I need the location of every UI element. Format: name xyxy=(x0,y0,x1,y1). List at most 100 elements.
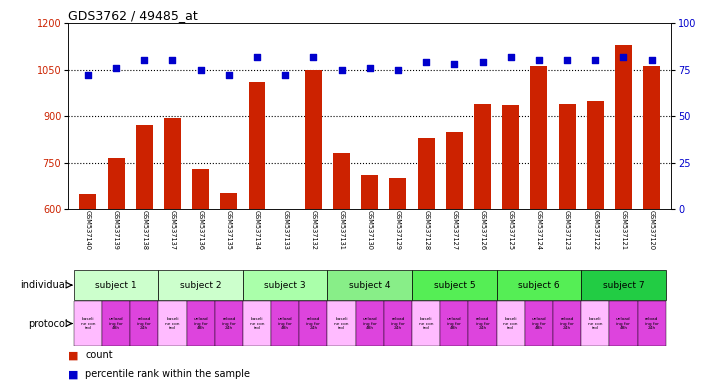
Text: reload
ing for
24h: reload ing for 24h xyxy=(391,317,405,330)
Text: unload
ing for
48h: unload ing for 48h xyxy=(193,317,208,330)
Bar xyxy=(446,132,463,209)
Point xyxy=(251,53,263,60)
Text: subject 5: subject 5 xyxy=(434,281,475,290)
Text: subject 6: subject 6 xyxy=(518,281,560,290)
Text: GSM537137: GSM537137 xyxy=(169,210,175,250)
Bar xyxy=(243,270,327,300)
Point xyxy=(561,57,573,63)
Bar xyxy=(299,301,327,346)
Bar xyxy=(389,178,406,209)
Bar xyxy=(531,66,547,209)
Text: baseli
ne con
trol: baseli ne con trol xyxy=(80,317,95,330)
Bar xyxy=(355,301,384,346)
Bar xyxy=(136,126,153,209)
Bar xyxy=(474,104,491,209)
Point xyxy=(449,61,460,67)
Text: GSM537134: GSM537134 xyxy=(254,210,260,250)
Text: unload
ing for
48h: unload ing for 48h xyxy=(447,317,462,330)
Text: reload
ing for
24h: reload ing for 24h xyxy=(475,317,490,330)
Point xyxy=(617,53,629,60)
Point xyxy=(307,53,319,60)
Bar xyxy=(159,270,243,300)
Point xyxy=(505,53,516,60)
Text: GSM537135: GSM537135 xyxy=(226,210,232,250)
Bar xyxy=(215,301,243,346)
Text: GDS3762 / 49485_at: GDS3762 / 49485_at xyxy=(68,9,198,22)
Bar xyxy=(553,301,581,346)
Text: GSM537130: GSM537130 xyxy=(367,210,373,250)
Bar xyxy=(497,270,581,300)
Text: baseli
ne con
trol: baseli ne con trol xyxy=(503,317,518,330)
Text: individual: individual xyxy=(20,280,67,290)
Text: GSM537120: GSM537120 xyxy=(648,210,655,251)
Text: reload
ing for
24h: reload ing for 24h xyxy=(222,317,236,330)
Text: ■: ■ xyxy=(68,369,79,379)
Text: baseli
ne con
trol: baseli ne con trol xyxy=(419,317,434,330)
Bar xyxy=(497,301,525,346)
Text: baseli
ne con
trol: baseli ne con trol xyxy=(588,317,602,330)
Bar xyxy=(412,270,497,300)
Text: subject 1: subject 1 xyxy=(95,281,137,290)
Bar xyxy=(327,270,412,300)
Point xyxy=(111,65,122,71)
Bar xyxy=(243,301,271,346)
Bar xyxy=(164,118,181,209)
Text: GSM537121: GSM537121 xyxy=(620,210,626,250)
Text: count: count xyxy=(85,350,113,360)
Bar xyxy=(248,82,266,209)
Bar xyxy=(581,270,666,300)
Point xyxy=(646,57,658,63)
Text: unload
ing for
48h: unload ing for 48h xyxy=(616,317,630,330)
Text: baseli
ne con
trol: baseli ne con trol xyxy=(165,317,180,330)
Text: GSM537131: GSM537131 xyxy=(339,210,345,250)
Text: subject 2: subject 2 xyxy=(180,281,221,290)
Point xyxy=(392,66,404,73)
Bar xyxy=(615,45,632,209)
Bar xyxy=(220,193,238,209)
Text: baseli
ne con
trol: baseli ne con trol xyxy=(250,317,264,330)
Text: GSM537138: GSM537138 xyxy=(141,210,147,250)
Point xyxy=(477,59,488,65)
Bar xyxy=(305,70,322,209)
Bar xyxy=(587,101,604,209)
Bar xyxy=(102,301,130,346)
Text: GSM537126: GSM537126 xyxy=(480,210,485,251)
Text: GSM537128: GSM537128 xyxy=(423,210,429,251)
Text: GSM537139: GSM537139 xyxy=(113,210,119,250)
Bar xyxy=(276,209,294,210)
Text: ■: ■ xyxy=(68,350,79,360)
Text: GSM537136: GSM537136 xyxy=(197,210,204,250)
Text: GSM537133: GSM537133 xyxy=(282,210,288,250)
Point xyxy=(223,72,235,78)
Bar xyxy=(159,301,187,346)
Bar xyxy=(440,301,468,346)
Bar xyxy=(192,169,209,209)
Text: subject 3: subject 3 xyxy=(264,281,306,290)
Text: subject 7: subject 7 xyxy=(602,281,644,290)
Text: reload
ing for
24h: reload ing for 24h xyxy=(137,317,151,330)
Point xyxy=(82,72,93,78)
Bar xyxy=(418,138,434,209)
Text: reload
ing for
24h: reload ing for 24h xyxy=(560,317,574,330)
Text: GSM537125: GSM537125 xyxy=(508,210,513,251)
Bar xyxy=(130,301,159,346)
Point xyxy=(421,59,432,65)
Point xyxy=(336,66,348,73)
Text: GSM537127: GSM537127 xyxy=(452,210,457,251)
Bar xyxy=(74,270,159,300)
Point xyxy=(364,65,376,71)
Point xyxy=(139,57,150,63)
Text: unload
ing for
48h: unload ing for 48h xyxy=(278,317,292,330)
Bar xyxy=(412,301,440,346)
Text: baseli
ne con
trol: baseli ne con trol xyxy=(335,317,349,330)
Text: unload
ing for
48h: unload ing for 48h xyxy=(109,317,123,330)
Text: GSM537123: GSM537123 xyxy=(564,210,570,250)
Text: subject 4: subject 4 xyxy=(349,281,391,290)
Bar xyxy=(108,158,125,209)
Bar xyxy=(559,104,576,209)
Bar xyxy=(581,301,610,346)
Bar xyxy=(643,66,660,209)
Point xyxy=(533,57,545,63)
Text: GSM537122: GSM537122 xyxy=(592,210,598,251)
Point xyxy=(167,57,178,63)
